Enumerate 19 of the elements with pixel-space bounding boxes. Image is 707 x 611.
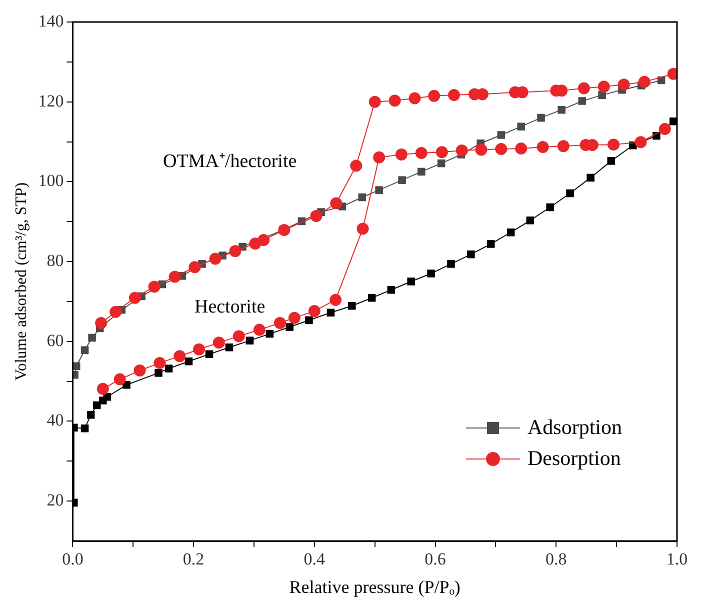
- x-tick-label: 0.6: [424, 550, 446, 569]
- y-tick-label: 100: [38, 171, 64, 190]
- y-tick-label: 140: [38, 11, 64, 30]
- legend-label: Adsorption: [528, 415, 622, 440]
- y-tick-label: 20: [46, 490, 64, 510]
- x-tick-label: 0.0: [62, 550, 84, 569]
- annotation: OTMA⁺/hectorite: [162, 151, 297, 172]
- y-tick-label: 120: [38, 91, 64, 110]
- y-tick-label: 60: [46, 330, 64, 350]
- y-axis-title: Volume adsorbed (cm³/g, STP): [12, 182, 30, 381]
- x-tick-label: 1.0: [666, 550, 688, 569]
- x-tick-label: 0.8: [546, 550, 567, 569]
- y-tick-label: 40: [46, 410, 64, 430]
- x-axis-title: Relative pressure (P/Pₒ): [289, 576, 460, 597]
- annotation: Hectorite: [194, 296, 266, 318]
- y-tick-label: 80: [46, 251, 64, 270]
- x-tick-label: 0.4: [304, 550, 326, 569]
- x-tick-label: 0.2: [182, 550, 204, 569]
- legend-label: Desorption: [528, 446, 621, 471]
